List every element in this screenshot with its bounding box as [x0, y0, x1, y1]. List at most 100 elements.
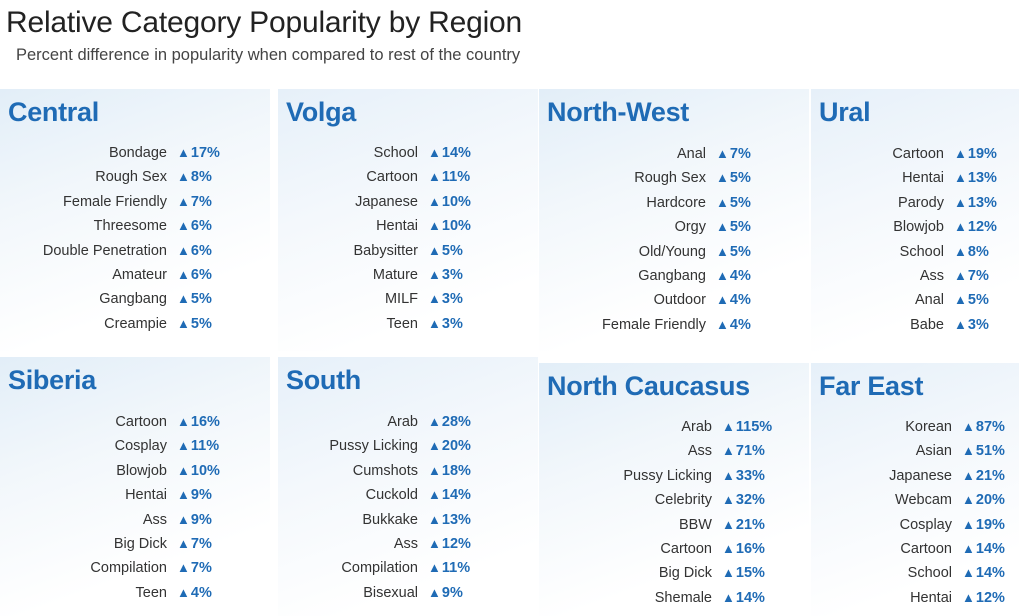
value-label: ▲12%	[962, 586, 1005, 610]
value-text: 5%	[729, 219, 751, 236]
value-label: ▲16%	[722, 537, 765, 561]
value-label: ▲8%	[177, 165, 212, 189]
value-label: ▲4%	[177, 581, 212, 605]
category-label: Big Dick	[658, 565, 712, 582]
up-arrow-icon: ▲	[428, 193, 441, 209]
category-label: Ass	[687, 443, 712, 460]
value-label: ▲4%	[716, 264, 751, 288]
data-row: MILF ▲3%	[278, 287, 538, 311]
value-label: ▲10%	[428, 214, 471, 238]
value-text: 16%	[735, 541, 765, 557]
up-arrow-icon: ▲	[428, 438, 441, 454]
value-text: 9%	[190, 511, 212, 528]
value-text: 8%	[190, 169, 212, 186]
value-text: 17%	[190, 145, 220, 161]
value-text: 32%	[735, 492, 765, 509]
data-row: Anal ▲5%	[811, 288, 1019, 312]
up-arrow-icon: ▲	[716, 219, 729, 235]
category-label: BBW	[678, 516, 712, 533]
data-row: Big Dick ▲7%	[0, 532, 270, 556]
data-row: Rough Sex ▲8%	[0, 165, 270, 189]
up-arrow-icon: ▲	[177, 218, 190, 234]
category-label: Hentai	[376, 218, 418, 235]
category-label: Mature	[372, 267, 418, 283]
up-arrow-icon: ▲	[177, 462, 190, 478]
value-label: ▲5%	[954, 288, 989, 312]
data-row: Gangbang ▲4%	[539, 264, 809, 288]
data-row: Arab ▲28%	[278, 410, 538, 434]
value-text: 13%	[967, 170, 997, 187]
value-label: ▲14%	[722, 586, 765, 610]
category-label: Arab	[681, 419, 712, 435]
up-arrow-icon: ▲	[177, 193, 190, 209]
region-name: Volga	[286, 97, 357, 127]
data-row: Cumshots ▲18%	[278, 459, 538, 483]
up-arrow-icon: ▲	[716, 194, 729, 210]
value-text: 28%	[441, 414, 471, 430]
data-row: Babysitter ▲5%	[278, 239, 538, 263]
value-label: ▲14%	[428, 141, 471, 165]
data-row: Cartoon ▲16%	[0, 410, 270, 434]
data-row: Webcam ▲20%	[811, 488, 1019, 512]
category-label: Cartoon	[900, 541, 952, 557]
data-row: Hentai ▲13%	[811, 166, 1019, 190]
category-label: Cumshots	[352, 462, 418, 479]
data-row: Japanese ▲10%	[278, 190, 538, 214]
value-text: 5%	[441, 242, 463, 259]
category-label: Cuckold	[365, 487, 418, 504]
data-row: Cosplay ▲19%	[811, 513, 1019, 537]
up-arrow-icon: ▲	[428, 511, 441, 527]
value-label: ▲9%	[177, 508, 212, 532]
value-label: ▲13%	[428, 508, 471, 532]
category-label: Gangbang	[99, 291, 167, 308]
value-label: ▲5%	[716, 240, 751, 264]
up-arrow-icon: ▲	[428, 218, 441, 234]
data-row: Cosplay ▲11%	[0, 434, 270, 458]
category-label: Teen	[386, 315, 418, 332]
value-text: 14%	[975, 541, 1005, 557]
value-label: ▲5%	[177, 287, 212, 311]
up-arrow-icon: ▲	[716, 243, 729, 259]
value-text: 9%	[441, 584, 463, 601]
category-label: Compilation	[90, 560, 167, 577]
up-arrow-icon: ▲	[428, 560, 441, 576]
up-arrow-icon: ▲	[962, 589, 975, 605]
up-arrow-icon: ▲	[177, 169, 190, 185]
value-label: ▲11%	[428, 165, 470, 189]
value-text: 10%	[190, 462, 220, 479]
region-panel-4: Siberia Cartoon ▲16% Cosplay ▲11% Blowjob ▲10%…	[0, 357, 270, 616]
data-row: Creampie ▲5%	[0, 312, 270, 336]
up-arrow-icon: ▲	[722, 467, 735, 483]
value-text: 11%	[441, 560, 471, 577]
category-label: School	[373, 145, 418, 161]
data-row: Pussy Licking ▲20%	[278, 434, 538, 458]
category-label: Teen	[135, 584, 167, 601]
category-label: Gangbang	[638, 268, 706, 284]
value-label: ▲3%	[428, 263, 463, 287]
data-row: Double Penetration ▲6%	[0, 239, 270, 263]
value-text: 87%	[975, 419, 1005, 435]
category-label: Anal	[676, 146, 706, 162]
data-row: Female Friendly ▲4%	[539, 313, 809, 337]
data-row: Hardcore ▲5%	[539, 191, 809, 215]
up-arrow-icon: ▲	[177, 584, 190, 600]
value-text: 3%	[441, 315, 463, 332]
value-text: 4%	[190, 584, 212, 601]
data-row: Asian ▲51%	[811, 439, 1019, 463]
up-arrow-icon: ▲	[722, 443, 735, 459]
value-text: 33%	[735, 467, 765, 484]
up-arrow-icon: ▲	[716, 170, 729, 186]
up-arrow-icon: ▲	[716, 292, 729, 308]
category-label: Pussy Licking	[329, 438, 418, 455]
category-label: Double Penetration	[42, 242, 167, 259]
data-row: Gangbang ▲5%	[0, 287, 270, 311]
data-row: Rough Sex ▲5%	[539, 166, 809, 190]
value-text: 19%	[967, 146, 997, 162]
category-label: Hentai	[902, 170, 944, 187]
up-arrow-icon: ▲	[428, 169, 441, 185]
category-label: Blowjob	[893, 219, 944, 236]
value-text: 115%	[735, 419, 773, 435]
value-label: ▲13%	[954, 166, 997, 190]
data-row: Compilation ▲7%	[0, 556, 270, 580]
value-text: 5%	[729, 194, 751, 211]
